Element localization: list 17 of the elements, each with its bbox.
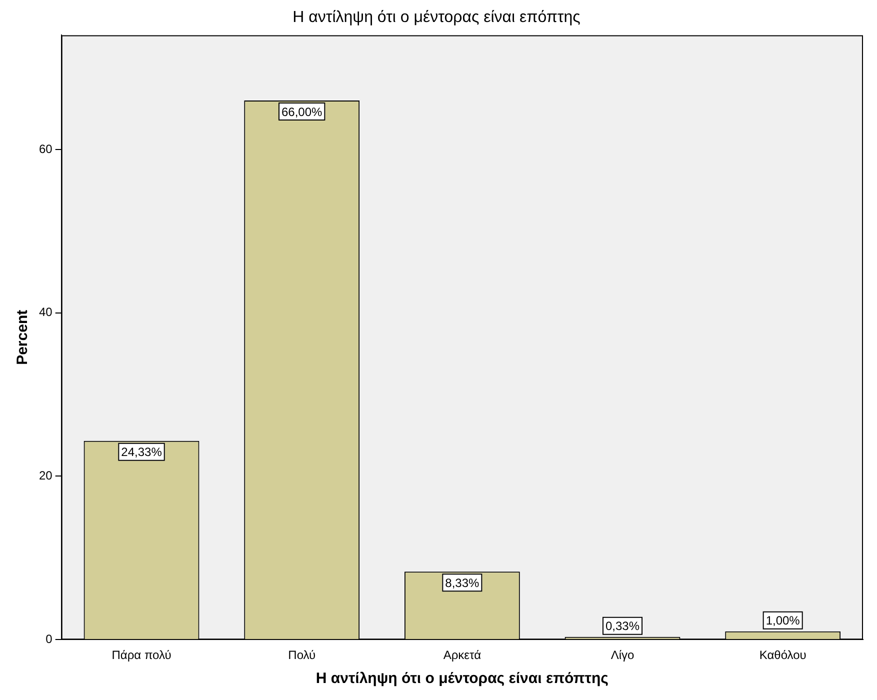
y-tick-label: 20: [38, 468, 53, 483]
data-label: 8,33%: [445, 576, 480, 590]
x-tick-label: Αρκετά: [443, 648, 482, 662]
data-label: 0,33%: [605, 619, 640, 634]
y-axis-title: Percent: [14, 310, 32, 365]
x-axis-title: Η αντίληψη ότι ο μέντορας είναι επόπτης: [316, 670, 609, 688]
y-tick-label: 60: [38, 142, 53, 156]
data-label: 66,00%: [281, 104, 323, 119]
y-tick-label: 0: [46, 632, 53, 646]
x-tick-label: Καθόλου: [759, 648, 806, 662]
chart-title: Η αντίληψη ότι ο μέντορας είναι επόπτης: [292, 9, 581, 26]
data-label: 1,00%: [766, 614, 800, 628]
y-tick-label: 40: [38, 305, 53, 320]
x-tick-label: Πάρα πολύ: [112, 648, 172, 662]
x-tick-label: Πολύ: [288, 648, 316, 662]
data-label: 24,33%: [121, 445, 162, 460]
x-tick-label: Λίγο: [610, 648, 635, 662]
